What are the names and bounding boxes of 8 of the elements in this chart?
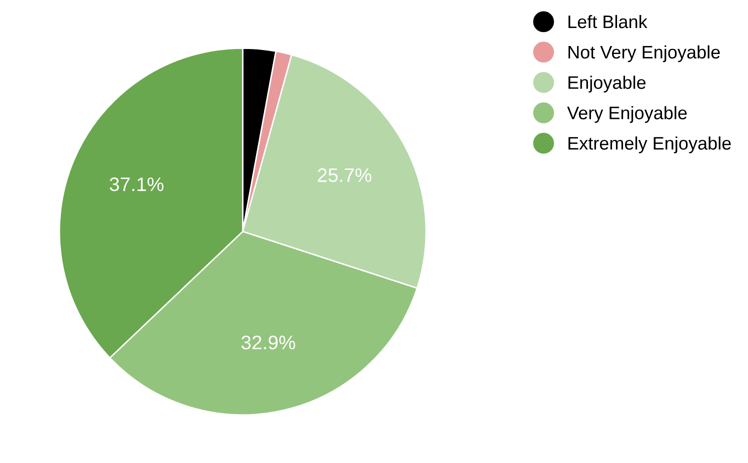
legend-label: Very Enjoyable <box>567 106 687 123</box>
legend-label: Extremely Enjoyable <box>568 136 731 154</box>
legend-label: Enjoyable <box>568 76 646 93</box>
legend-label: Not Very Enjoyable <box>568 45 720 62</box>
data-label: 32.9% <box>241 336 296 350</box>
legend-label: Left Blank <box>568 14 648 28</box>
data-label: 37.1% <box>110 177 164 192</box>
data-label: 25.7% <box>318 168 372 182</box>
